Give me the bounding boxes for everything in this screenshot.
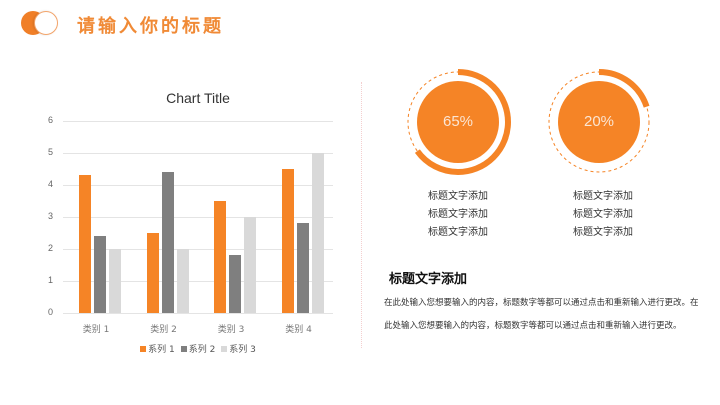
bar-2-cat-1 [94,236,106,313]
progress-ring-2: 20% [544,67,654,177]
section-title: 标题文字添加 [389,272,468,287]
bar-3-cat-4 [311,153,324,313]
ring-value-1: 65% [442,113,474,130]
y-tick-label: 3 [47,211,53,221]
gridline [63,153,333,154]
ring-caption: 标题文字添加 [573,209,633,220]
gridline [63,313,333,314]
vertical-divider [361,82,362,348]
bar-chart-plot: 0 1 2 3 4 5 6 类别 1 类别 2 类别 3 类别 4 [48,115,333,335]
chart-title: Chart Title [166,90,230,106]
ring-caption: 标题文字添加 [573,191,633,202]
legend-label: 系列 1 [148,345,175,355]
legend-swatch-icon [140,346,147,352]
bar-3-cat-3 [244,217,256,313]
ring-caption: 标题文字添加 [428,209,488,220]
ring-caption: 标题文字添加 [428,191,488,202]
bar-3-cat-2 [176,249,189,313]
legend-swatch-icon [180,346,187,352]
progress-ring-1: 65% [403,67,513,177]
y-tick-label: 5 [47,147,53,157]
chart-legend: 系列 1 系列 2 系列 3 [63,342,333,355]
bar-3-cat-1 [109,249,121,313]
x-tick-label: 类别 1 [82,325,110,335]
bar-1-cat-3 [214,201,226,313]
gridline [63,185,333,186]
logo-toggle-icon [21,11,61,35]
legend-swatch-icon [221,346,228,352]
page-title: 请输入你的标题 [77,16,224,37]
y-tick-label: 1 [47,275,53,285]
legend-item: 系列 2 [180,342,216,355]
legend-label: 系列 3 [229,345,256,355]
section-body: 在此处输入您想要输入的内容，标题数字等都可以通过点击和重新输入进行更改。在此处输… [384,298,699,331]
y-tick-label: 0 [47,307,53,317]
progress-ring-icon [546,69,652,175]
bar-2-cat-2 [161,172,174,313]
x-tick-label: 类别 4 [285,325,312,335]
legend-label: 系列 2 [188,345,216,355]
gridline [63,249,333,250]
logo-white-circle [34,11,58,35]
ring-captions-1: 标题文字添加 标题文字添加 标题文字添加 [403,188,513,242]
x-tick-label: 类别 3 [217,325,245,335]
y-tick-label: 2 [47,243,53,253]
gridline [63,121,333,122]
bar-1-cat-2 [146,233,159,313]
bar-2-cat-3 [229,255,241,313]
bar-1-cat-1 [79,175,91,313]
legend-item: 系列 3 [221,342,256,355]
ring-caption: 标题文字添加 [573,227,633,238]
gridline [63,217,333,218]
ring-captions-2: 标题文字添加 标题文字添加 标题文字添加 [548,188,658,242]
y-tick-label: 6 [47,115,53,125]
bar-1-cat-4 [281,169,294,313]
gridline [63,281,333,282]
x-tick-label: 类别 2 [150,325,177,335]
y-tick-label: 4 [47,179,53,189]
progress-ring-icon [405,69,511,175]
legend-item: 系列 1 [140,342,175,355]
ring-value-2: 20% [583,113,615,130]
ring-caption: 标题文字添加 [428,227,488,238]
bar-2-cat-4 [296,223,309,313]
